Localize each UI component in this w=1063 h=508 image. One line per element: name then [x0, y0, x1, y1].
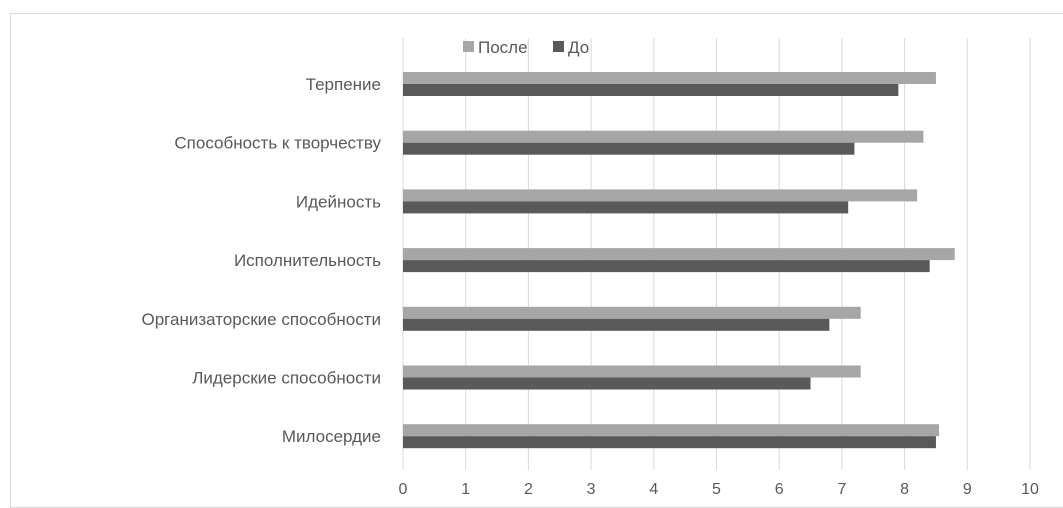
x-tick-label: 5 [712, 481, 721, 498]
category-label: Терпение [306, 75, 381, 94]
legend-swatch-posle [463, 41, 474, 52]
category-label: Исполнительность [234, 251, 381, 270]
bar-posle [403, 189, 918, 202]
x-tick-label: 3 [587, 481, 596, 498]
bar-do [403, 201, 849, 214]
bar-posle [403, 365, 861, 378]
bar-do [403, 318, 830, 331]
bar-do [403, 142, 855, 155]
bar-do [403, 436, 936, 449]
x-tick-label: 8 [900, 481, 909, 498]
bars [403, 72, 955, 449]
legend-label-do: До [568, 38, 589, 57]
x-tick-label: 4 [649, 481, 658, 498]
category-label: Идейность [296, 192, 381, 211]
category-label: Милосердие [282, 427, 381, 446]
category-label: Организаторские способности [141, 310, 381, 329]
bar-posle [403, 306, 861, 319]
legend: После До [463, 38, 589, 57]
x-tick-label: 6 [775, 481, 784, 498]
bar-do [403, 84, 899, 96]
x-tick-label: 1 [461, 481, 470, 498]
bar-do [403, 260, 930, 273]
bar-posle [403, 424, 940, 437]
legend-label-posle: После [478, 38, 528, 57]
bar-posle [403, 130, 924, 143]
bar-posle [403, 72, 936, 84]
tick-labels: 0 1 2 3 4 5 6 7 8 9 10 [399, 481, 1039, 498]
category-labels: Терпение Способность к творчеству Идейност… [141, 75, 381, 446]
x-tick-label: 2 [524, 481, 533, 498]
category-label: Способность к творчеству [174, 134, 381, 153]
x-tick-label: 7 [837, 481, 846, 498]
category-label: Лидерские способности [192, 369, 381, 388]
bar-do [403, 377, 811, 390]
x-tick-label: 0 [399, 481, 408, 498]
legend-swatch-do [553, 41, 564, 52]
x-tick-label: 10 [1021, 481, 1039, 498]
bar-posle [403, 248, 955, 261]
x-tick-label: 9 [963, 481, 972, 498]
